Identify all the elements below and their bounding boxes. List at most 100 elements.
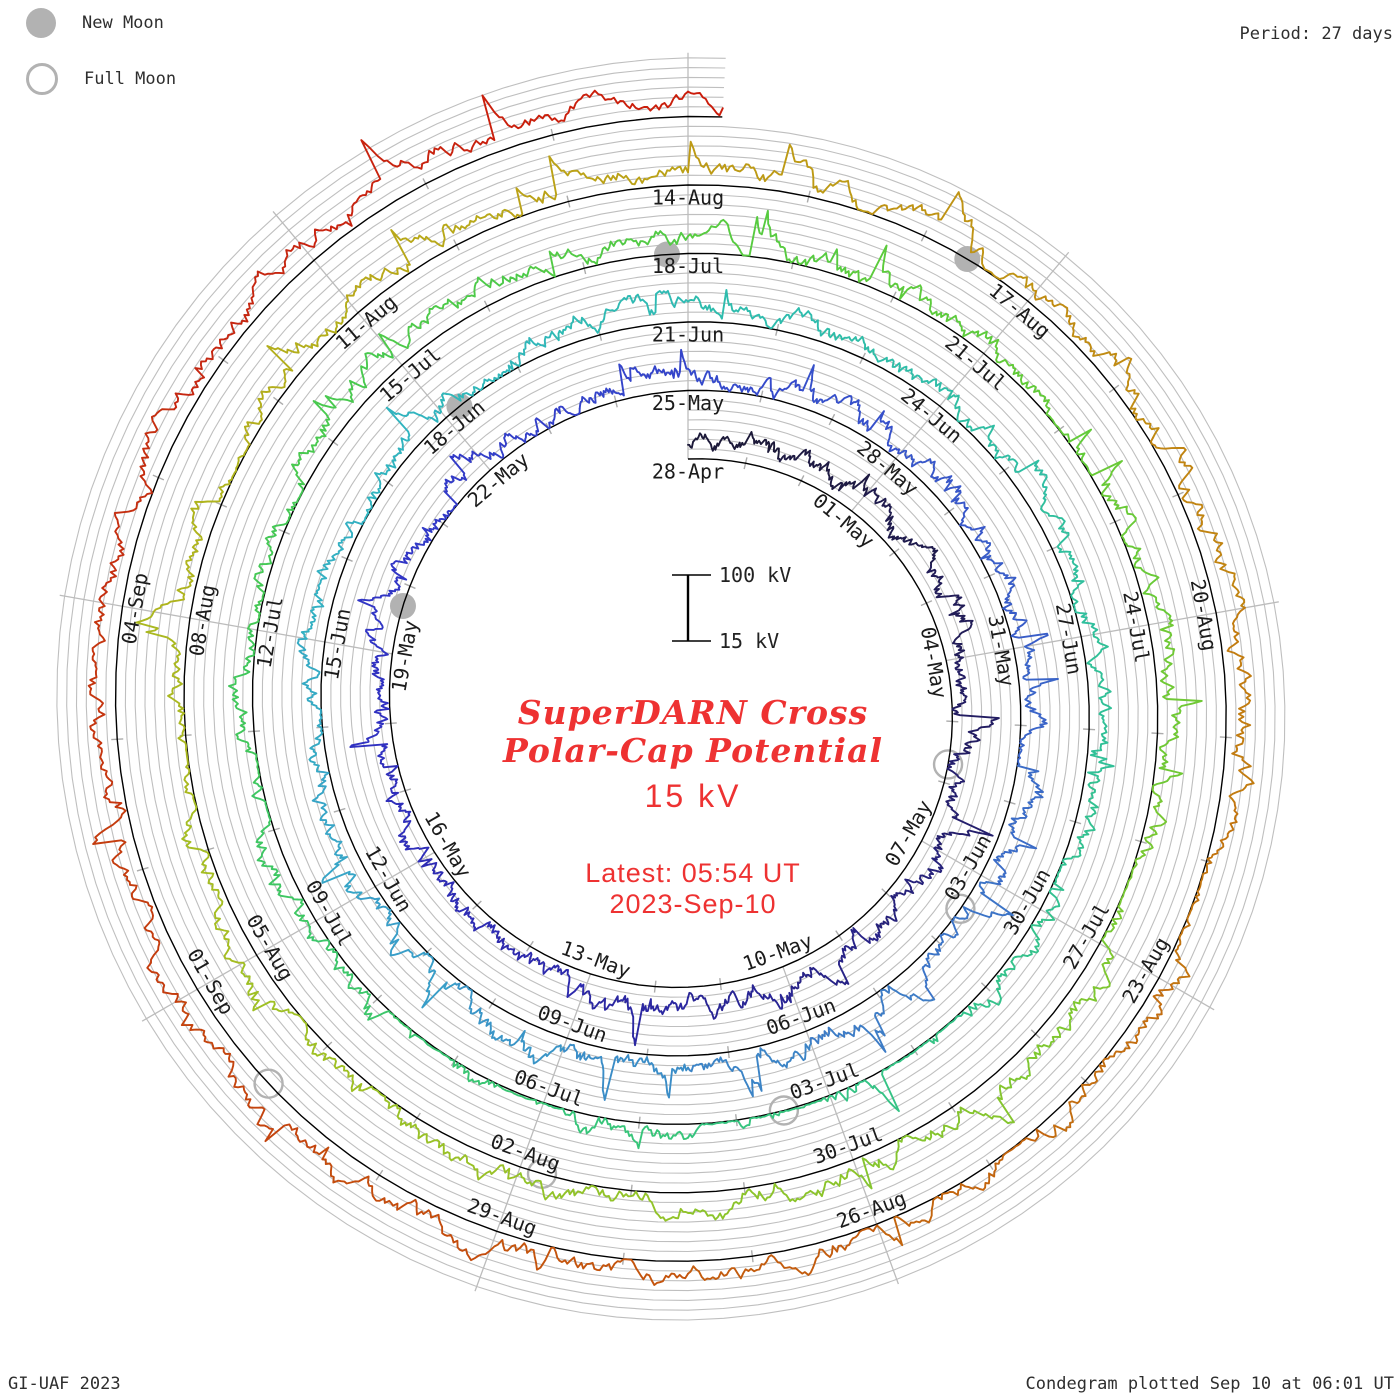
- chart-title-line1: SuperDARN Cross: [517, 693, 869, 732]
- date-label: 19-May: [387, 618, 423, 693]
- potential-trace-segment: [1086, 633, 1115, 780]
- potential-trace-segment: [365, 1085, 518, 1181]
- radial-spoke: [272, 211, 491, 471]
- potential-trace-segment: [306, 924, 412, 1039]
- potential-trace-segment: [687, 1042, 812, 1098]
- potential-trace-segment: [345, 208, 509, 302]
- potential-trace-segment: [687, 288, 825, 337]
- grid-spiral: [95, 96, 1247, 1282]
- potential-trace-segment: [135, 610, 193, 795]
- potential-trace-segment: [828, 1020, 954, 1113]
- potential-trace-segment: [844, 244, 995, 345]
- scale-bar-top-label: 100 kV: [719, 563, 791, 587]
- potential-trace-segment: [152, 449, 248, 613]
- full-moon-marker: [253, 1068, 284, 1099]
- date-label: 28-Apr: [652, 460, 724, 484]
- potential-trace-segment: [687, 1224, 878, 1281]
- potential-trace-segment: [1169, 801, 1239, 986]
- date-label: 08-Aug: [184, 583, 220, 658]
- potential-trace-segment: [582, 990, 689, 1047]
- potential-trace-segment: [98, 408, 176, 604]
- potential-trace-segment: [578, 348, 689, 410]
- date-label: 05-Aug: [242, 910, 299, 985]
- date-label: 18-Jul: [652, 254, 724, 278]
- period-label: Period: 27 days: [1239, 24, 1393, 44]
- grid-spiral: [66, 67, 1276, 1311]
- potential-trace-segment: [687, 1094, 831, 1139]
- potential-trace-segment: [951, 656, 1000, 755]
- potential-trace-segment: [516, 1172, 689, 1222]
- full-moon-icon: [26, 63, 58, 95]
- potential-trace-segment: [437, 330, 553, 413]
- potential-trace-segment: [550, 289, 689, 342]
- scale-bar: 100 kV 15 kV: [672, 563, 791, 653]
- potential-trace-segment: [921, 881, 1014, 1001]
- potential-trace-segment: [454, 982, 565, 1065]
- potential-trace-segment: [506, 155, 689, 219]
- potential-trace-segment: [1089, 460, 1173, 622]
- potential-trace-segment: [417, 858, 500, 934]
- potential-trace-segment: [174, 1000, 317, 1154]
- potential-trace-segment: [875, 847, 944, 934]
- potential-trace-segment: [1007, 948, 1115, 1089]
- potential-trace-segment: [974, 539, 1049, 648]
- potential-trace-segment: [298, 139, 484, 248]
- potential-trace-segment: [349, 651, 390, 762]
- potential-trace-segment: [92, 805, 179, 1003]
- potential-trace-segment: [311, 770, 363, 899]
- potential-trace-segment: [379, 759, 430, 863]
- potential-trace-segment: [408, 1033, 545, 1105]
- potential-trace-segment: [863, 487, 939, 567]
- baseline-spiral: [114, 115, 1227, 1262]
- potential-trace-segment: [1040, 498, 1099, 636]
- full-moon-marker: [768, 1095, 800, 1126]
- potential-trace-segment: [790, 927, 881, 993]
- potential-trace-segment: [181, 792, 245, 964]
- radial-spoke: [59, 594, 393, 655]
- potential-trace-segment: [542, 1102, 689, 1150]
- radial-spoke: [921, 840, 1215, 1011]
- date-label: 15-Jun: [319, 606, 355, 681]
- potential-trace-segment: [926, 564, 974, 659]
- potential-trace-segment: [1149, 436, 1246, 609]
- radial-spoke: [851, 251, 1070, 512]
- moon-legend: New Moon Full Moon: [26, 4, 176, 116]
- new-moon-label: New Moon: [82, 13, 164, 33]
- potential-trace-segment: [357, 546, 414, 654]
- date-label: 01-May: [808, 488, 879, 553]
- potential-trace-segment: [300, 518, 366, 640]
- legend-item-full-moon: Full Moon: [26, 60, 176, 98]
- potential-trace-segment: [291, 351, 394, 486]
- potential-trace-segment: [993, 763, 1044, 886]
- potential-trace-segment: [1152, 619, 1203, 789]
- potential-trace-segment: [687, 431, 780, 460]
- potential-trace-segment: [476, 405, 581, 460]
- potential-trace-segment: [899, 449, 986, 541]
- potential-trace-segment: [173, 241, 302, 411]
- date-label: 21-Jun: [652, 323, 724, 347]
- date-label: 14-Aug: [652, 186, 724, 210]
- potential-trace-segment: [296, 637, 324, 773]
- radial-spoke: [946, 601, 1279, 662]
- potential-trace-segment: [247, 482, 305, 630]
- potential-trace-segment: [228, 627, 261, 784]
- potential-trace-segment: [687, 367, 804, 400]
- date-label: 25-May: [652, 391, 724, 415]
- potential-trace-segment: [1048, 983, 1174, 1139]
- potential-trace-segment: [822, 327, 954, 393]
- plotted-timestamp: Condegram plotted Sep 10 at 06:01 UT: [1025, 1374, 1394, 1394]
- potential-trace-segment: [809, 985, 936, 1053]
- potential-trace-segment: [312, 1146, 491, 1262]
- potential-trace-segment: [562, 1043, 689, 1101]
- latest-timestamp: Latest: 05:54 UT 2023-Sep-10: [0, 858, 1386, 920]
- latest-date-line: 2023-Sep-10: [609, 889, 777, 919]
- credit-label: GI-UAF 2023: [8, 1374, 121, 1394]
- full-moon-marker: [932, 749, 964, 780]
- date-label: 22-May: [463, 447, 534, 512]
- potential-trace-segment: [528, 230, 689, 278]
- potential-trace-segment: [777, 448, 871, 497]
- potential-trace-segment: [87, 601, 123, 808]
- potential-trace-segment: [488, 1238, 689, 1286]
